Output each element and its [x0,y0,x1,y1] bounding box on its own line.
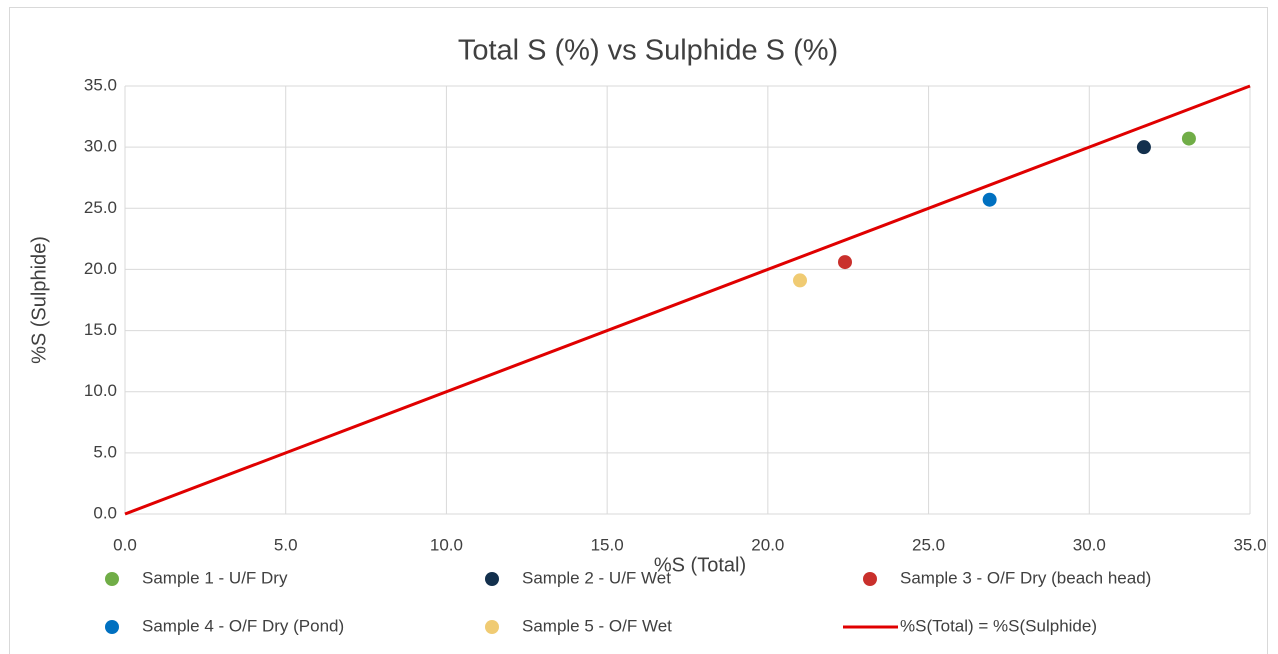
data-point [982,192,997,207]
x-axis-label: %S (Total) [654,554,746,576]
chart-title: Total S (%) vs Sulphide S (%) [458,35,838,67]
y-tick-label: 0.0 [93,503,117,522]
y-axis-label: %S (Sulphide) [28,236,50,364]
y-tick-label: 30.0 [84,137,117,156]
data-point [1136,140,1151,155]
x-tick-label: 5.0 [274,535,298,554]
legend-label: Sample 4 - O/F Dry (Pond) [142,616,344,635]
legend-marker [485,620,499,634]
legend-label: %S(Total) = %S(Sulphide) [900,616,1097,635]
legend-marker [105,572,119,586]
y-tick-label: 35.0 [84,75,117,94]
data-point [793,273,807,288]
x-tick-label: 10.0 [430,535,463,554]
y-tick-label: 20.0 [84,259,117,278]
reference-line [124,84,1251,516]
data-point [1181,131,1196,146]
y-tick-label: 25.0 [84,198,117,217]
x-tick-label: 25.0 [912,535,945,554]
legend-marker [863,572,877,586]
legend-label: Sample 2 - U/F Wet [522,568,671,587]
legend-marker [485,572,499,586]
legend-label: Sample 5 - O/F Wet [522,616,672,635]
x-tick-label: 30.0 [1073,535,1106,554]
legend-label: Sample 3 - O/F Dry (beach head) [900,568,1151,587]
legend-marker [105,620,119,634]
x-tick-label: 0.0 [113,535,137,554]
y-tick-label: 5.0 [93,442,117,461]
y-tick-label: 15.0 [84,320,117,339]
x-tick-label: 15.0 [591,535,624,554]
x-tick-label: 35.0 [1233,535,1266,554]
legend-label: Sample 1 - U/F Dry [142,568,288,587]
data-point [838,255,852,270]
x-tick-label: 20.0 [751,535,784,554]
y-tick-label: 10.0 [84,381,117,400]
